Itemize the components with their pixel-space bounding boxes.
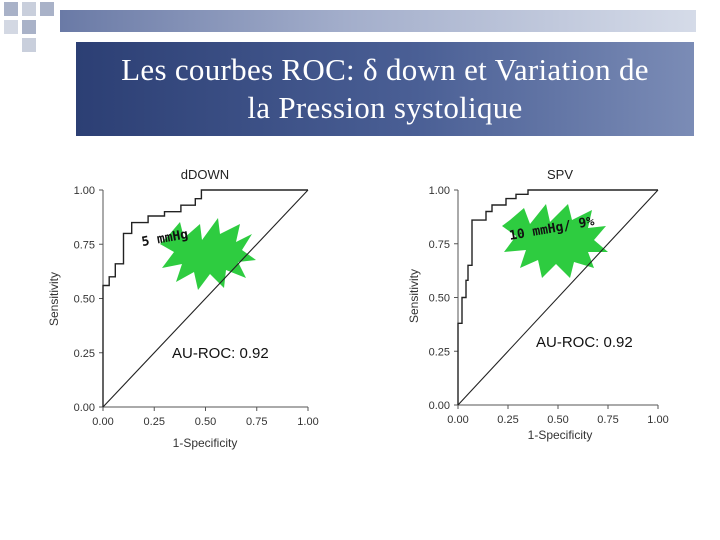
threshold-burst: 10 mmHg/ 9%	[502, 204, 608, 278]
y-tick-label: 0.75	[74, 239, 95, 251]
y-tick-label: 0.25	[429, 346, 450, 358]
burst-shape	[160, 218, 256, 290]
slide-title-line2: la Pression systolique	[247, 90, 523, 125]
x-tick-label: 1.00	[647, 414, 668, 426]
y-tick-label: 0.75	[429, 239, 450, 251]
auc-annotation: AU-ROC: 0.92	[536, 334, 633, 351]
x-tick-label: 0.25	[144, 416, 165, 428]
chart-title: SPV	[547, 167, 573, 182]
corner-square-2	[22, 2, 36, 16]
y-axis-label: Sensitivity	[407, 269, 421, 323]
x-axis-label: 1-Specificity	[173, 436, 238, 450]
auc-annotation: AU-ROC: 0.92	[172, 345, 269, 362]
roc-chart-spv: SPV Sensitivity 1-Specificity AU-ROC: 0.…	[407, 167, 669, 442]
x-tick-label: 1.00	[297, 416, 318, 428]
roc-curve	[457, 189, 658, 405]
x-tick-label: 0.00	[92, 416, 113, 428]
x-tick-label: 0.25	[497, 414, 518, 426]
x-tick-label: 0.50	[195, 416, 216, 428]
y-tick-label: 0.00	[74, 402, 95, 414]
slide-title-line1: Les courbes ROC: δ down et Variation de	[121, 52, 649, 87]
threshold-burst: 5 mmHg	[140, 218, 256, 290]
reference-diagonal	[457, 189, 659, 406]
x-tick-label: 0.50	[547, 414, 568, 426]
x-tick-label: 0.00	[447, 414, 468, 426]
slide-title: Les courbes ROC: δ down et Variation de …	[121, 51, 649, 127]
corner-square-3	[40, 2, 54, 16]
roc-curve	[102, 189, 308, 407]
slide-title-bar: Les courbes ROC: δ down et Variation de …	[76, 42, 694, 136]
corner-square-4	[4, 20, 18, 34]
y-tick-label: 0.50	[74, 294, 95, 306]
y-tick-label: 1.00	[429, 185, 450, 197]
x-tick-label: 0.75	[597, 414, 618, 426]
y-tick-label: 0.25	[74, 348, 95, 360]
corner-square-6	[22, 38, 36, 52]
top-stripe	[60, 10, 696, 32]
y-tick-label: 0.50	[429, 293, 450, 305]
chart-title: dDOWN	[181, 167, 229, 182]
x-tick-label: 0.75	[246, 416, 267, 428]
reference-diagonal	[102, 189, 309, 408]
x-axis-label: 1-Specificity	[528, 428, 593, 442]
y-tick-label: 1.00	[74, 185, 95, 197]
y-tick-label: 0.00	[429, 400, 450, 412]
corner-square-1	[4, 2, 18, 16]
corner-square-5	[22, 20, 36, 34]
burst-shape	[502, 204, 608, 278]
y-axis-label: Sensitivity	[47, 272, 61, 326]
roc-chart-ddown: dDOWN Sensitivity 1-Specificity AU-ROC: …	[47, 167, 319, 450]
